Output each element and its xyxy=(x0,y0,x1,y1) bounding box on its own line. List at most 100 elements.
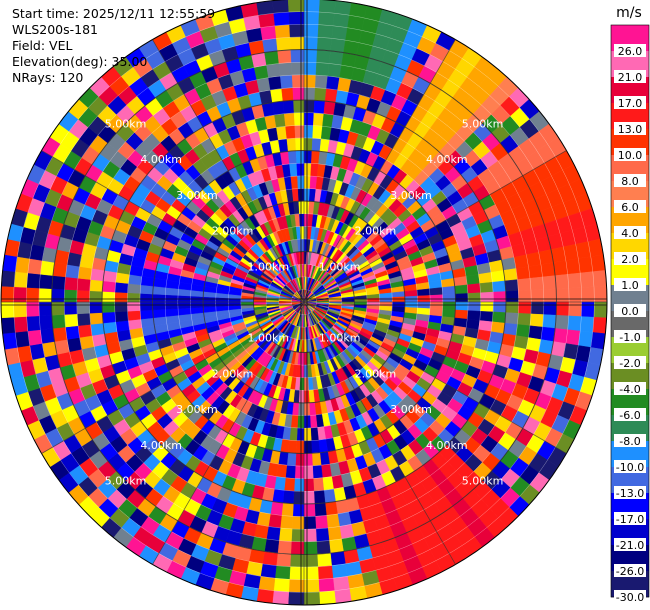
colorbar-tick-label: -13.0 xyxy=(616,487,644,500)
ppi-gate-cell xyxy=(215,301,229,307)
ppi-gate-cell xyxy=(164,294,179,303)
colorbar-tick-label: 8.0 xyxy=(621,175,639,188)
ppi-gate-cell xyxy=(89,290,103,303)
ppi-gate-cell xyxy=(592,270,607,288)
azimuth-spoke xyxy=(303,39,456,303)
ppi-gate-cell xyxy=(429,294,444,303)
ppi-gate-cell xyxy=(404,289,418,297)
ppi-gate-cell xyxy=(540,326,556,342)
ppi-gate-cell xyxy=(76,313,91,326)
ppi-gate-cell xyxy=(40,260,55,276)
ring-label: 2.00km xyxy=(355,367,397,380)
ppi-gate-cell xyxy=(311,452,322,467)
ppi-gate-cell xyxy=(543,288,557,303)
ppi-gate-cell xyxy=(102,311,116,324)
colorbar-tick-label: -26.0 xyxy=(616,565,644,578)
ppi-gate-cell xyxy=(128,318,143,330)
ppi-gate-cell xyxy=(273,11,290,26)
ppi-gate-cell xyxy=(578,256,593,274)
ppi-gate-cell xyxy=(276,126,288,141)
colorbar-tick-bg xyxy=(614,226,646,239)
ppi-gate-cell xyxy=(266,63,281,78)
ppi-gate-cell xyxy=(295,440,305,454)
ppi-gate-cell xyxy=(264,538,280,554)
ppi-gate-cell xyxy=(292,87,305,101)
ppi-gate-cell xyxy=(152,309,167,319)
ppi-gate-cell xyxy=(332,13,350,28)
ppi-gate-cell xyxy=(529,313,544,328)
ppi-gate-cell xyxy=(139,309,154,320)
colorbar-tick-label: 6.0 xyxy=(621,201,639,214)
colorbar-tick-bg xyxy=(614,408,646,421)
ppi-gate-cell xyxy=(315,515,328,530)
colorbar-tick-bg xyxy=(614,330,646,343)
ppi-gate-cell xyxy=(139,284,154,295)
ppi-gate-cell xyxy=(51,288,65,303)
ppi-gate-cell xyxy=(264,50,280,66)
ppi-gate-cell xyxy=(504,279,519,292)
ppi-gate-cell xyxy=(140,317,155,328)
ppi-gate-cell xyxy=(542,314,557,329)
ppi-gate-cell xyxy=(303,516,317,530)
ppi-gate-cell xyxy=(286,452,297,467)
ppi-gate-cell xyxy=(101,291,116,303)
ppi-spokes xyxy=(1,0,607,605)
colorbar-tick-label: -17.0 xyxy=(616,513,644,526)
ppi-gate-cell xyxy=(190,307,204,315)
ppi-gate-cell xyxy=(289,24,305,38)
ppi-gate-cell xyxy=(293,478,305,492)
ppi-gate-cell xyxy=(455,293,469,303)
ppi-gate-cell xyxy=(287,0,305,13)
ppi-gate-cell xyxy=(530,289,545,303)
ppi-gate-cell xyxy=(27,329,43,346)
ppi-gate-cell xyxy=(64,313,79,328)
colorbar-tick-label: -10.0 xyxy=(616,461,644,474)
ppi-gate-cell xyxy=(327,526,342,541)
ppi-gate-cell xyxy=(311,137,322,152)
ppi-gate-cell xyxy=(503,322,518,336)
ppi-gate-cell xyxy=(291,516,305,530)
ppi-gate-cell xyxy=(270,88,284,103)
ppi-gate-cell xyxy=(581,286,595,303)
ppi-gate-cell xyxy=(315,62,330,77)
ppi-gate-cell xyxy=(89,312,104,325)
ppi-gate-cell xyxy=(303,579,320,593)
ppi-gate-cell xyxy=(258,576,276,591)
ppi-gate-cell xyxy=(339,524,355,540)
ppi-gate-cell xyxy=(324,501,338,516)
colorbar-tick-label: 26.0 xyxy=(618,45,643,58)
ppi-gate-cell xyxy=(467,310,481,321)
ppi-gate-cell xyxy=(303,49,318,63)
ppi-gate-cell xyxy=(592,316,607,334)
ppi-gate-cell xyxy=(331,563,348,579)
ppi-gate-cell xyxy=(318,590,336,605)
ppi-gate-cell xyxy=(27,258,43,275)
colorbar-tick-bg xyxy=(614,590,646,603)
start-time-label: Start time: 2025/12/11 12:55:59 xyxy=(12,6,216,21)
ppi-gate-cell xyxy=(274,565,291,580)
ppi-gate-cell xyxy=(76,289,90,303)
colorbar-tick-label: 2.0 xyxy=(621,253,639,266)
colorbar-tick-label: 4.0 xyxy=(621,227,639,240)
ppi-gate-cell xyxy=(316,552,332,567)
ppi-gate-cell xyxy=(13,271,28,288)
ppi-gate-cell xyxy=(38,287,53,303)
ppi-gate-cell xyxy=(268,513,282,529)
ppi-gate-cell xyxy=(65,325,80,340)
colorbar-tick-label: 10.0 xyxy=(618,149,643,162)
ppi-gate-cell xyxy=(260,563,277,579)
ppi-gate-cell xyxy=(568,301,582,317)
ppi-gate-cell xyxy=(258,13,276,28)
ppi-gate-cell xyxy=(529,276,544,291)
ppi-gate-cell xyxy=(565,258,581,275)
ppi-gate-cell xyxy=(63,301,78,315)
ppi-gate-cell xyxy=(280,515,293,530)
ppi-gate-cell xyxy=(309,402,317,416)
ppi-gate-cell xyxy=(115,320,130,332)
ppi-gate-cell xyxy=(467,292,481,303)
ppi-gate-cell xyxy=(64,276,79,291)
ppi-gate-cell xyxy=(479,281,494,293)
ppi-gate-cell xyxy=(465,274,480,286)
ppi-gate-cell xyxy=(330,551,346,566)
ppi-gate-cell xyxy=(303,150,313,164)
